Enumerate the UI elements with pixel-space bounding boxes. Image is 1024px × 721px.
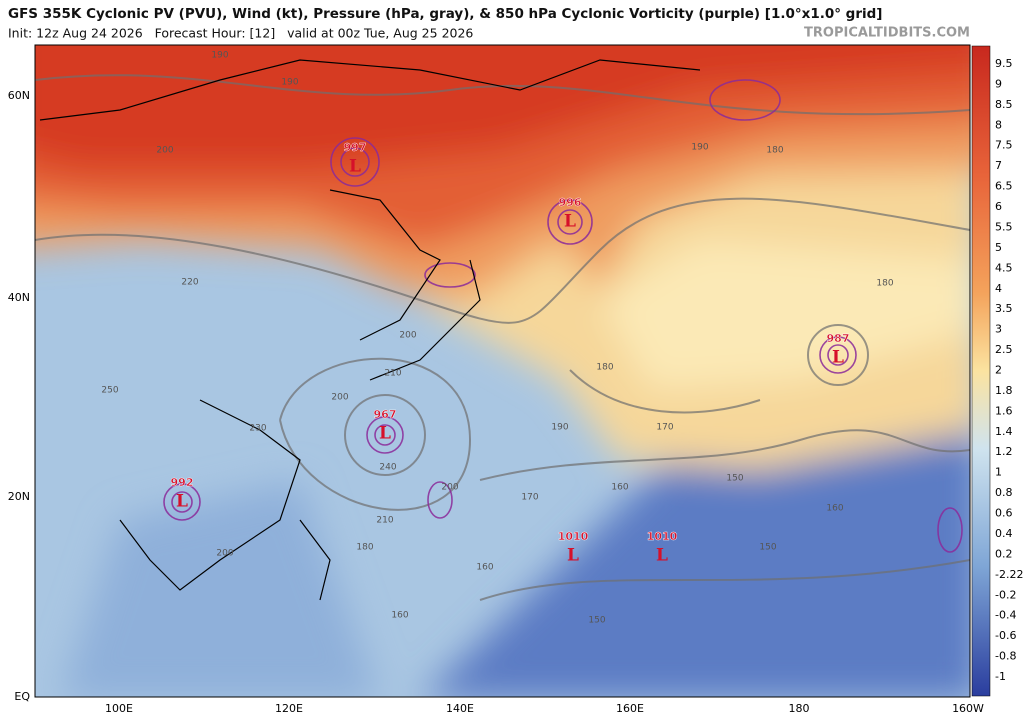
colorbar-label: 7.5 bbox=[995, 139, 1013, 152]
low-pressure: 967 bbox=[374, 408, 397, 421]
low-pressure: 1010 bbox=[558, 530, 589, 543]
contour-label: 150 bbox=[588, 616, 605, 626]
colorbar-label: 0.2 bbox=[995, 547, 1013, 560]
contour-label: 190 bbox=[211, 51, 228, 61]
contour-label: 200 bbox=[331, 393, 348, 403]
colorbar-label: 6.5 bbox=[995, 180, 1013, 193]
contour-label: 150 bbox=[726, 474, 743, 484]
contour-label: 200 bbox=[441, 483, 458, 493]
lon-label: 160W bbox=[952, 702, 984, 715]
low-symbol: L bbox=[564, 212, 576, 232]
colorbar-label: 1 bbox=[995, 466, 1002, 479]
colorbar-label: 1.8 bbox=[995, 384, 1013, 397]
contour-label: 250 bbox=[101, 386, 118, 396]
contour-label: 150 bbox=[759, 543, 776, 553]
colorbar-label: 2 bbox=[995, 364, 1002, 377]
lon-label: 140E bbox=[446, 702, 474, 715]
contour-label: 170 bbox=[521, 493, 538, 503]
low-symbol: L bbox=[567, 546, 579, 566]
contour-label: 200 bbox=[216, 549, 233, 559]
colorbar-label: -0.2 bbox=[995, 588, 1016, 601]
colorbar-label: 9 bbox=[995, 77, 1002, 90]
lon-label: 180 bbox=[789, 702, 810, 715]
contour-label: 160 bbox=[826, 504, 843, 514]
contour-label: 180 bbox=[766, 146, 783, 156]
colorbar-label: 5.5 bbox=[995, 220, 1013, 233]
contour-label: 180 bbox=[876, 279, 893, 289]
contour-label: 230 bbox=[249, 424, 266, 434]
low-pressure: 997 bbox=[344, 141, 367, 154]
colorbar-label: 0.8 bbox=[995, 486, 1013, 499]
colorbar-label: 0.4 bbox=[995, 527, 1013, 540]
colorbar-label: 8 bbox=[995, 118, 1002, 131]
colorbar-label: 0.6 bbox=[995, 507, 1013, 520]
map: 997 L 996 L 987 L 967 L 992 L 1010 L 1010 L 190 190 200 1… bbox=[35, 45, 970, 697]
lat-label: EQ bbox=[14, 690, 30, 703]
colorbar-label: 5 bbox=[995, 241, 1002, 254]
contour-label: 190 bbox=[691, 143, 708, 153]
lat-label: 20N bbox=[8, 490, 30, 503]
lon-label: 160E bbox=[616, 702, 644, 715]
low-pressure: 1010 bbox=[647, 530, 678, 543]
lon-label: 120E bbox=[275, 702, 303, 715]
contour-label: 160 bbox=[391, 611, 408, 621]
low-symbol: L bbox=[379, 424, 391, 444]
colorbar-label: 2.5 bbox=[995, 343, 1013, 356]
colorbar-label: -2.22 bbox=[995, 568, 1023, 581]
contour-label: 160 bbox=[611, 483, 628, 493]
contour-label: 220 bbox=[181, 278, 198, 288]
low-symbol: L bbox=[176, 492, 188, 512]
colorbar-label: -1 bbox=[995, 670, 1006, 683]
colorbar-label: 1.4 bbox=[995, 425, 1013, 438]
contour-label: 180 bbox=[596, 363, 613, 373]
low-pressure: 987 bbox=[827, 332, 850, 345]
contour-label: 190 bbox=[281, 78, 298, 88]
init-line: Init: 12z Aug 24 2026 Forecast Hour: [12… bbox=[8, 26, 473, 41]
contour-label: 210 bbox=[376, 516, 393, 526]
contour-label: 200 bbox=[156, 146, 173, 156]
colorbar bbox=[971, 45, 991, 697]
contour-label: 170 bbox=[656, 423, 673, 433]
colorbar-label: 1.6 bbox=[995, 404, 1013, 417]
title: GFS 355K Cyclonic PV (PVU), Wind (kt), P… bbox=[8, 6, 882, 22]
contour-label: 210 bbox=[384, 369, 401, 379]
low-symbol: L bbox=[832, 348, 844, 368]
contour-label: 180 bbox=[356, 543, 373, 553]
lat-label: 60N bbox=[8, 89, 30, 102]
colorbar-label: 4 bbox=[995, 282, 1002, 295]
colorbar-label: 4.5 bbox=[995, 261, 1013, 274]
low-pressure: 996 bbox=[559, 196, 582, 209]
lon-label: 100E bbox=[105, 702, 133, 715]
colorbar-label: 8.5 bbox=[995, 98, 1013, 111]
colorbar-label: 9.5 bbox=[995, 57, 1013, 70]
low-symbol: L bbox=[349, 157, 361, 177]
colorbar-label: 3 bbox=[995, 323, 1002, 336]
low-pressure: 992 bbox=[171, 476, 194, 489]
contour-label: 160 bbox=[476, 563, 493, 573]
colorbar-label: 1.2 bbox=[995, 445, 1013, 458]
colorbar-label: 3.5 bbox=[995, 302, 1013, 315]
contour-label: 240 bbox=[379, 463, 396, 473]
map-frame bbox=[34, 44, 971, 698]
site-credit: TROPICALTIDBITS.COM bbox=[804, 26, 970, 41]
colorbar-label: -0.8 bbox=[995, 650, 1016, 663]
low-symbol: L bbox=[656, 546, 668, 566]
colorbar-label: -0.4 bbox=[995, 609, 1016, 622]
contour-label: 190 bbox=[551, 423, 568, 433]
colorbar-label: 7 bbox=[995, 159, 1002, 172]
colorbar-label: 6 bbox=[995, 200, 1002, 213]
contour-label: 200 bbox=[399, 331, 416, 341]
colorbar-label: -0.6 bbox=[995, 629, 1016, 642]
lat-label: 40N bbox=[8, 291, 30, 304]
